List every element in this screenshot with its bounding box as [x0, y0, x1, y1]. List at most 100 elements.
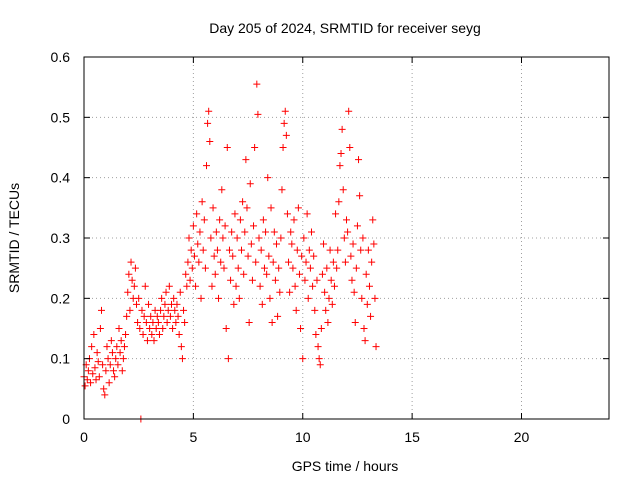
data-point: [278, 186, 286, 194]
data-point: [372, 343, 380, 351]
data-point: [240, 270, 248, 278]
data-point: [192, 282, 200, 290]
data-point: [186, 276, 194, 284]
data-point: [231, 210, 239, 218]
data-point: [105, 379, 113, 387]
data-point: [81, 382, 89, 390]
data-point: [180, 306, 188, 314]
data-point: [309, 282, 317, 290]
data-point: [223, 144, 231, 151]
data-point: [258, 300, 266, 308]
x-axis-label: GPS time / hours: [292, 458, 399, 474]
data-point: [158, 294, 166, 302]
data-point: [183, 282, 191, 290]
data-point: [287, 228, 295, 236]
data-point: [117, 337, 125, 345]
data-point: [178, 355, 186, 363]
data-point: [114, 361, 122, 369]
data-point: [311, 306, 319, 314]
data-point: [182, 270, 190, 278]
data-point: [288, 240, 296, 248]
data-point: [102, 367, 110, 375]
data-point: [238, 246, 245, 254]
data-point: [205, 107, 213, 115]
data-point: [84, 367, 92, 375]
data-point: [92, 376, 100, 384]
data-point: [251, 144, 259, 151]
data-point: [259, 216, 267, 224]
data-point: [302, 258, 310, 266]
data-point: [370, 240, 378, 248]
data-point: [254, 110, 262, 118]
data-point: [217, 258, 225, 266]
data-point: [134, 318, 142, 326]
data-point: [252, 258, 260, 266]
data-point: [209, 204, 217, 212]
data-point: [316, 361, 324, 369]
data-point: [329, 258, 337, 266]
data-point: [108, 349, 116, 357]
data-point: [124, 288, 132, 296]
data-point: [318, 270, 326, 278]
data-point: [232, 282, 240, 290]
data-point: [227, 276, 235, 284]
data-point: [194, 240, 202, 248]
data-point: [255, 234, 263, 242]
data-points: [80, 80, 380, 423]
data-point: [300, 234, 308, 242]
data-point: [201, 264, 209, 272]
data-point: [289, 264, 297, 272]
data-point: [271, 276, 279, 284]
data-point: [260, 264, 268, 272]
data-point: [325, 294, 333, 302]
data-point: [130, 282, 138, 290]
y-tick-label: 0.2: [51, 290, 71, 306]
data-point: [169, 325, 177, 332]
data-point: [308, 228, 315, 236]
data-point: [348, 276, 356, 284]
chart-title: Day 205 of 2024, SRMTID for receiver sey…: [209, 20, 481, 36]
data-point: [88, 343, 96, 351]
data-point: [314, 343, 322, 351]
data-point: [241, 228, 249, 236]
data-point: [341, 258, 349, 266]
x-tick-label: 15: [404, 429, 420, 445]
data-point: [267, 204, 275, 212]
data-point: [83, 376, 91, 384]
data-point: [173, 300, 181, 308]
data-point: [104, 355, 112, 363]
data-point: [145, 300, 153, 308]
data-point: [280, 119, 288, 127]
data-point: [95, 373, 103, 381]
data-point: [286, 288, 294, 296]
data-point: [275, 264, 283, 272]
data-point: [216, 216, 224, 224]
data-point: [234, 264, 242, 272]
y-tick-label: 0.4: [51, 170, 71, 186]
data-point: [247, 240, 255, 248]
data-point: [99, 361, 107, 369]
data-point: [236, 216, 244, 224]
data-point: [322, 306, 330, 314]
data-point: [324, 318, 332, 326]
data-point: [172, 318, 180, 326]
data-point: [160, 312, 168, 320]
data-point: [328, 300, 336, 308]
data-point: [185, 234, 193, 242]
data-point: [128, 276, 136, 284]
data-point: [362, 270, 370, 278]
data-point: [245, 318, 253, 326]
data-point: [159, 325, 167, 332]
data-point: [330, 282, 338, 290]
data-point: [358, 294, 366, 302]
data-point: [122, 331, 130, 339]
data-point: [213, 246, 221, 254]
data-point: [222, 325, 230, 332]
data-point: [150, 337, 158, 345]
data-point: [141, 282, 149, 290]
data-point: [198, 198, 206, 206]
data-point: [215, 294, 223, 302]
data-point: [103, 343, 111, 351]
data-point: [142, 318, 150, 326]
data-point: [212, 228, 220, 236]
